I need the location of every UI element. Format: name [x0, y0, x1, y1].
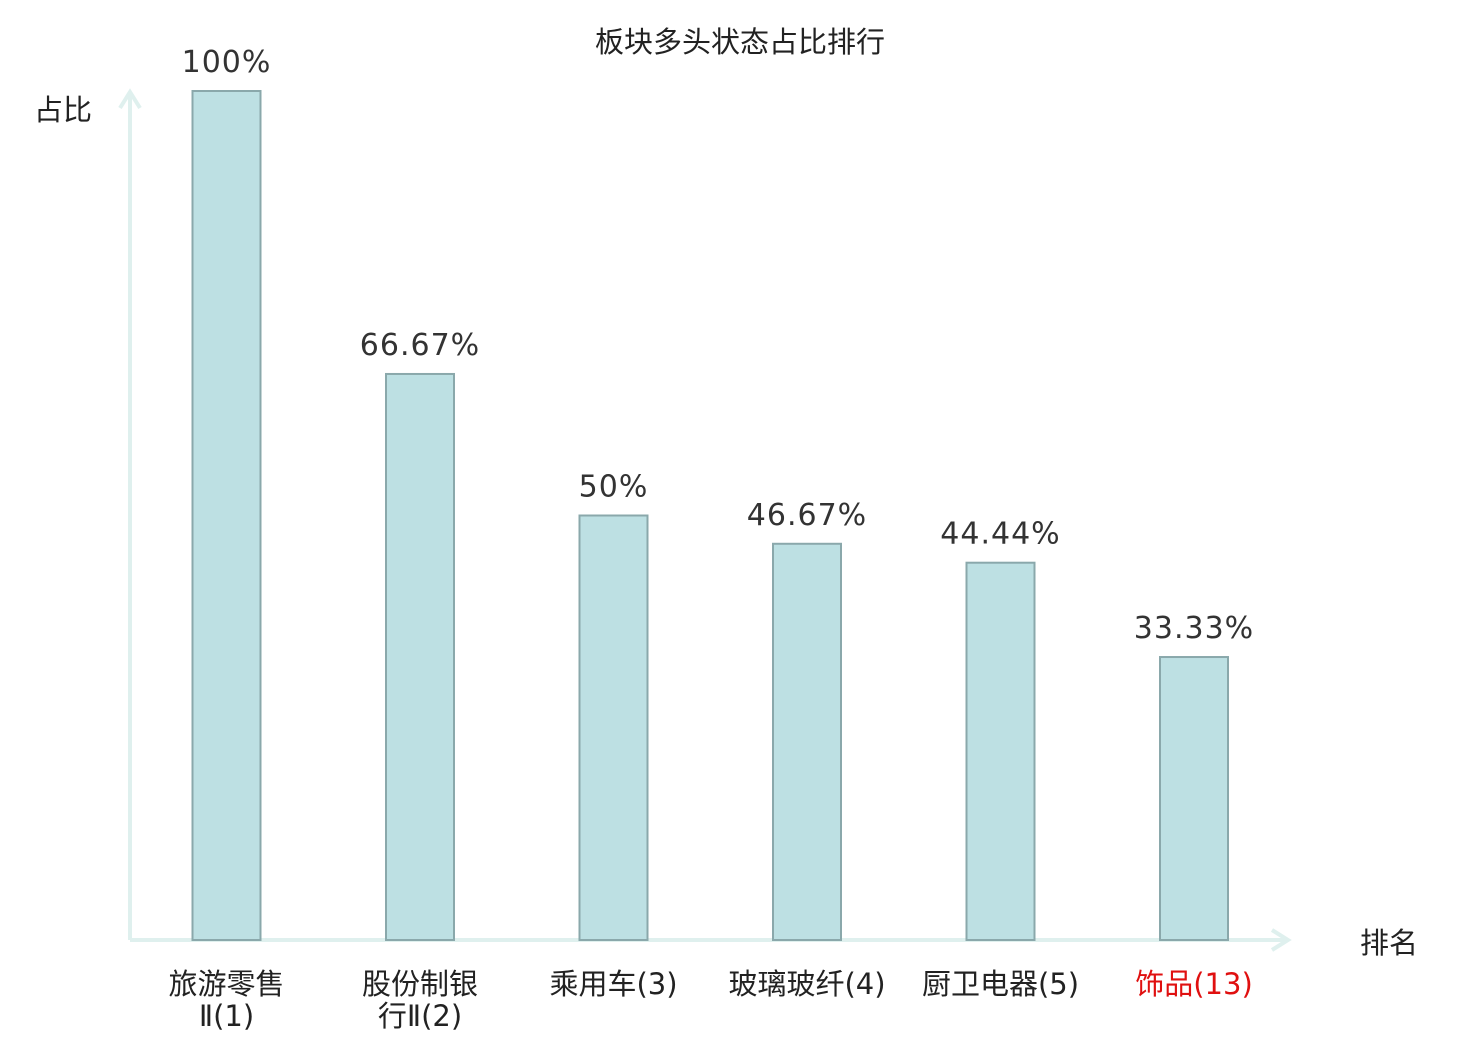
data-label: 50% [579, 470, 649, 505]
bar [385, 372, 455, 942]
x-tick-label: 股份制银 [362, 967, 478, 1001]
data-label: 44.44% [940, 517, 1060, 552]
bar [772, 542, 842, 942]
x-tick-label: 玻璃玻纤(4) [728, 967, 885, 1001]
data-label: 33.33% [1134, 611, 1254, 646]
y-axis-arrow [118, 88, 142, 110]
data-label: 46.67% [747, 498, 867, 533]
data-label: 100% [182, 45, 272, 80]
x-tick-label: 厨卫电器(5) [922, 967, 1079, 1001]
x-tick-label: 行Ⅱ(2) [378, 999, 462, 1033]
bar [1159, 656, 1229, 942]
x-axis-arrow [1270, 928, 1292, 952]
x-tick-label: Ⅱ(1) [199, 999, 254, 1033]
y-axis-label: 占比 [34, 93, 92, 127]
x-tick-label: 饰品(13) [1135, 967, 1253, 1001]
bar [578, 514, 649, 941]
bar [191, 90, 262, 941]
x-tick-label: 旅游零售 [168, 967, 284, 1001]
x-tick-label: 乘用车(3) [549, 967, 677, 1001]
chart-title: 板块多头状态占比排行 [595, 25, 885, 59]
axes [118, 88, 1292, 952]
bars [191, 90, 1229, 942]
data-label: 66.67% [360, 328, 480, 363]
value-labels: 100% 66.67% 50% 46.67% 44.44% 33.33% [182, 45, 1254, 646]
bar [965, 561, 1036, 941]
x-axis-label: 排名 [1360, 926, 1418, 960]
